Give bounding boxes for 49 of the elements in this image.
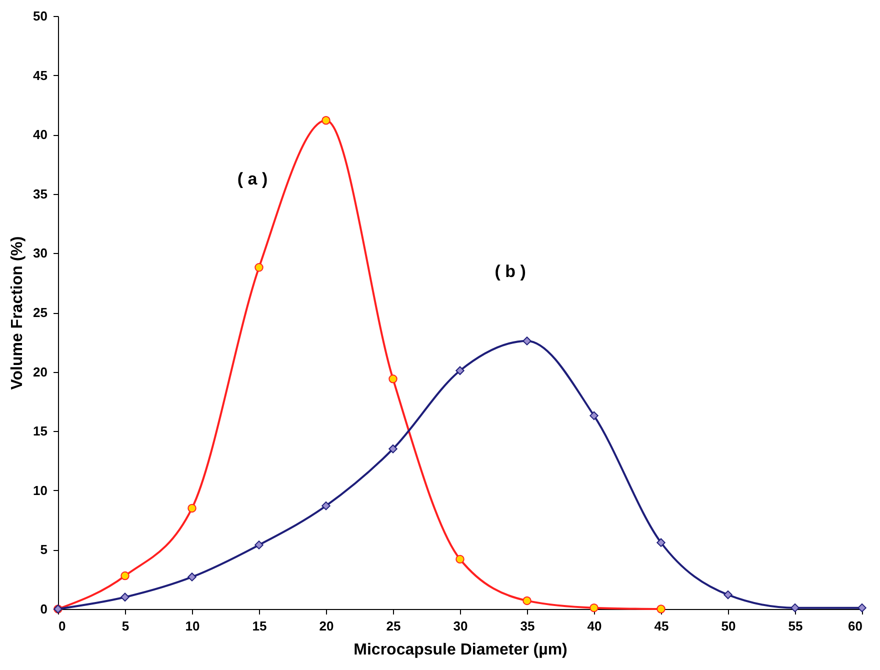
point bbox=[456, 366, 464, 375]
annotation: ( a ) bbox=[237, 170, 268, 188]
x-tick-label: 40 bbox=[587, 618, 602, 634]
x-tick-label: 10 bbox=[185, 618, 200, 634]
point bbox=[456, 554, 464, 564]
point bbox=[522, 596, 532, 606]
x-tick-label: 30 bbox=[453, 618, 468, 634]
x-tick-label: 25 bbox=[386, 618, 401, 634]
y-tick-label: 20 bbox=[33, 364, 48, 380]
y-tick-label: 15 bbox=[33, 424, 48, 439]
x-tick-label: 20 bbox=[319, 618, 334, 634]
point bbox=[388, 444, 398, 454]
point bbox=[188, 572, 196, 582]
point bbox=[590, 603, 598, 612]
y-tick-label: 40 bbox=[33, 127, 48, 142]
y-tick-label: 45 bbox=[33, 68, 48, 83]
point bbox=[656, 604, 666, 614]
x-tick-label: 45 bbox=[654, 618, 669, 634]
point bbox=[790, 603, 800, 612]
point bbox=[388, 374, 398, 384]
y-tick-label: 25 bbox=[33, 305, 48, 320]
x-tick-label: 15 bbox=[252, 618, 267, 634]
x-tick-label: 5 bbox=[122, 618, 130, 634]
point bbox=[254, 540, 264, 550]
point bbox=[322, 501, 330, 510]
x-tick-label: 35 bbox=[520, 618, 535, 634]
x-axis-title: Microcapsule Diameter (µm) bbox=[354, 642, 568, 658]
y-tick-label: 50 bbox=[33, 8, 48, 24]
point bbox=[724, 590, 732, 600]
y-axis-title: Volume Fraction (%) bbox=[9, 236, 26, 390]
point bbox=[254, 263, 264, 272]
annotation: ( b ) bbox=[494, 262, 526, 282]
point bbox=[590, 411, 598, 420]
point bbox=[322, 116, 330, 125]
point bbox=[188, 504, 196, 513]
point bbox=[858, 603, 866, 612]
x-tick-label: 50 bbox=[721, 618, 736, 634]
y-tick-label: 30 bbox=[33, 246, 48, 261]
y-tick-label: 10 bbox=[33, 482, 48, 498]
x-tick-label: 55 bbox=[788, 618, 803, 634]
y-tick-label: 0 bbox=[40, 602, 48, 616]
point bbox=[522, 336, 532, 346]
x-tick-label: 60 bbox=[848, 618, 862, 634]
point bbox=[120, 592, 130, 602]
x-tick-label: 0 bbox=[58, 618, 66, 634]
y-tick-label: 5 bbox=[40, 542, 48, 558]
y-tick-label: 35 bbox=[33, 186, 48, 202]
point bbox=[656, 538, 666, 547]
point bbox=[120, 571, 130, 580]
